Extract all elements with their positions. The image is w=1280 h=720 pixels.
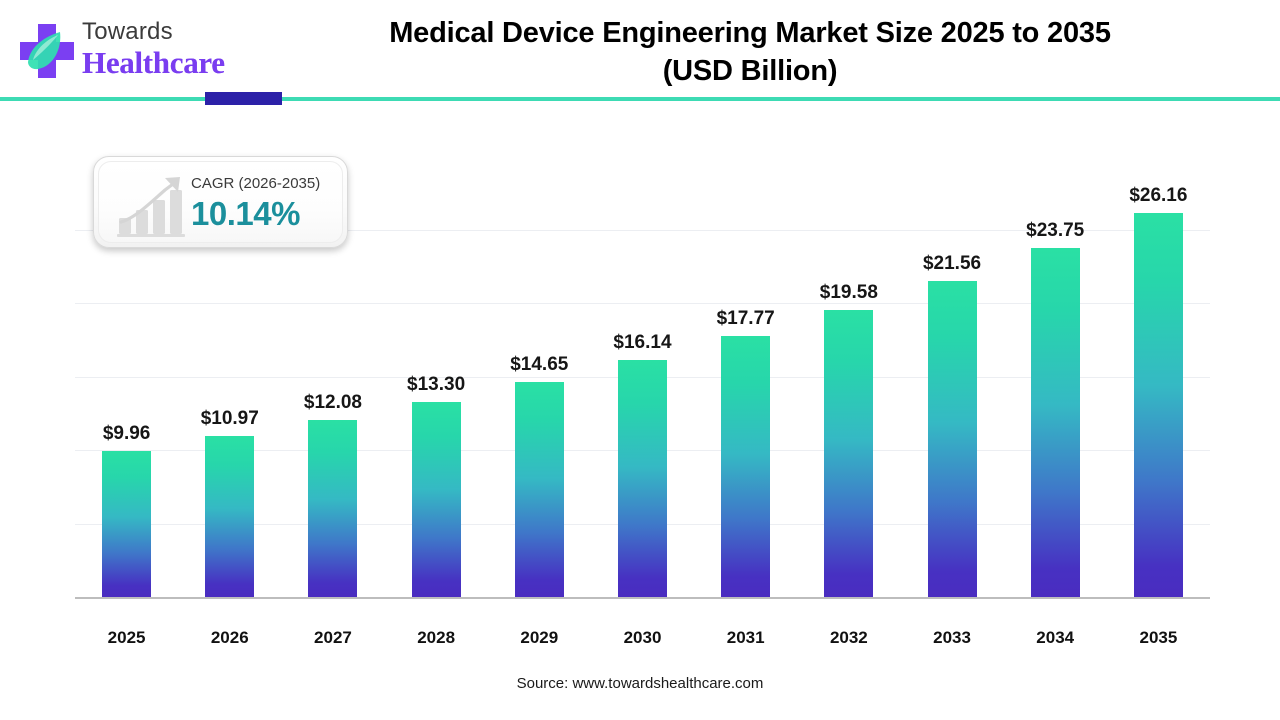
x-axis-category-label: 2029	[520, 628, 559, 647]
cagr-text-block: CAGR (2026-2035) 10.14%	[191, 174, 341, 234]
medical-cross-leaf-icon	[16, 20, 78, 82]
bar-group[interactable]: $10.97 2026	[178, 100, 281, 647]
x-axis-category-label: 2030	[623, 628, 662, 647]
bar[interactable]	[1030, 248, 1080, 597]
bar[interactable]	[411, 401, 461, 597]
bar-value-label: $9.96	[102, 422, 151, 444]
bar-value-label: $17.77	[716, 308, 775, 330]
x-axis-category-label: 2035	[1139, 628, 1178, 647]
bar-value-label: $13.30	[407, 373, 466, 395]
cagr-value: 10.14%	[191, 195, 300, 232]
source-caption: Source: www.towardshealthcare.com	[516, 675, 764, 692]
x-axis-category-label: 2026	[210, 628, 249, 647]
brand-logo[interactable]: Towards Healthcare	[16, 12, 246, 88]
bar[interactable]	[308, 419, 358, 597]
bar[interactable]	[102, 450, 152, 597]
gridline	[75, 303, 1210, 305]
gridline	[75, 230, 1210, 231]
bar-group[interactable]: $12.08 2027	[281, 100, 384, 647]
x-axis-category-label: 2025	[107, 628, 146, 647]
bar-value-label: $10.97	[200, 407, 259, 429]
chart-plot-area: $9.96 2025 $10.97 2026 $12.08 2027 $13.30 2028 $…	[0, 100, 1280, 720]
bar-group[interactable]: $26.16 2035	[1107, 100, 1210, 647]
header-divider	[0, 97, 1280, 101]
cagr-badge-inner: CAGR (2026-2035) 10.14%	[98, 161, 343, 243]
bar-value-label: $19.58	[819, 281, 878, 303]
cagr-caption: CAGR (2026-2035)	[191, 175, 321, 192]
brand-logo-text: Towards Healthcare	[82, 18, 262, 80]
bar-value-label: $16.14	[613, 332, 672, 354]
bar-value-label: $26.16	[1129, 184, 1188, 206]
page-title-line-1: Medical Device Engineering Market Size 2…	[389, 17, 1111, 49]
bar-group[interactable]: $21.56 2033	[900, 100, 1003, 648]
bar-group[interactable]: $13.30 2028	[385, 100, 488, 647]
x-axis-category-label: 2028	[417, 628, 456, 647]
bar-value-label: $21.56	[922, 252, 982, 274]
bar[interactable]	[824, 309, 874, 597]
x-axis-category-label: 2031	[726, 628, 765, 647]
brand-line-1: Towards	[82, 18, 173, 45]
x-axis-category-label: 2034	[1036, 628, 1075, 647]
header-divider-accent	[205, 92, 282, 105]
brand-line-2: Healthcare	[82, 46, 262, 80]
cagr-badge: CAGR (2026-2035) 10.14%	[93, 156, 348, 248]
bar-value-label: $14.65	[510, 353, 569, 375]
bar-value-label: $23.75	[1026, 220, 1085, 242]
bar[interactable]	[514, 381, 564, 597]
bar-value-label: $12.08	[303, 391, 362, 413]
bar[interactable]	[617, 360, 667, 597]
page-header: Towards Healthcare Medical Device Engine…	[0, 0, 1280, 105]
bar[interactable]	[1133, 212, 1183, 597]
bar-group[interactable]: $9.96 2025	[75, 100, 178, 647]
page-title-line-2: (USD Billion)	[662, 55, 838, 87]
x-axis-category-label: 2032	[829, 628, 868, 647]
bar[interactable]	[721, 336, 771, 597]
x-axis-category-label: 2027	[314, 628, 352, 647]
growth-bar-chart-arrow-icon	[115, 174, 187, 240]
chart-bars: $9.96 2025 $10.97 2026 $12.08 2027 $13.30 2028 $…	[0, 100, 1280, 648]
bar-group[interactable]: $19.58 2032	[797, 100, 900, 647]
bar[interactable]	[927, 280, 977, 597]
bar-group[interactable]: $14.65 2029	[488, 100, 591, 647]
page-title: Medical Device Engineering Market Size 2…	[280, 14, 1220, 90]
bar-group[interactable]: $17.77 2031	[694, 100, 797, 647]
x-axis-category-label: 2033	[933, 628, 971, 647]
bar[interactable]	[205, 435, 255, 597]
bar-group[interactable]: $23.75 2034	[1004, 100, 1107, 647]
bar-group[interactable]: $16.14 2030	[591, 100, 694, 647]
chart-x-axis	[75, 597, 1210, 599]
